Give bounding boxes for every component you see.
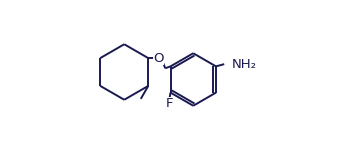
- Text: O: O: [153, 52, 164, 65]
- Text: NH₂: NH₂: [231, 58, 256, 71]
- Text: F: F: [165, 97, 173, 110]
